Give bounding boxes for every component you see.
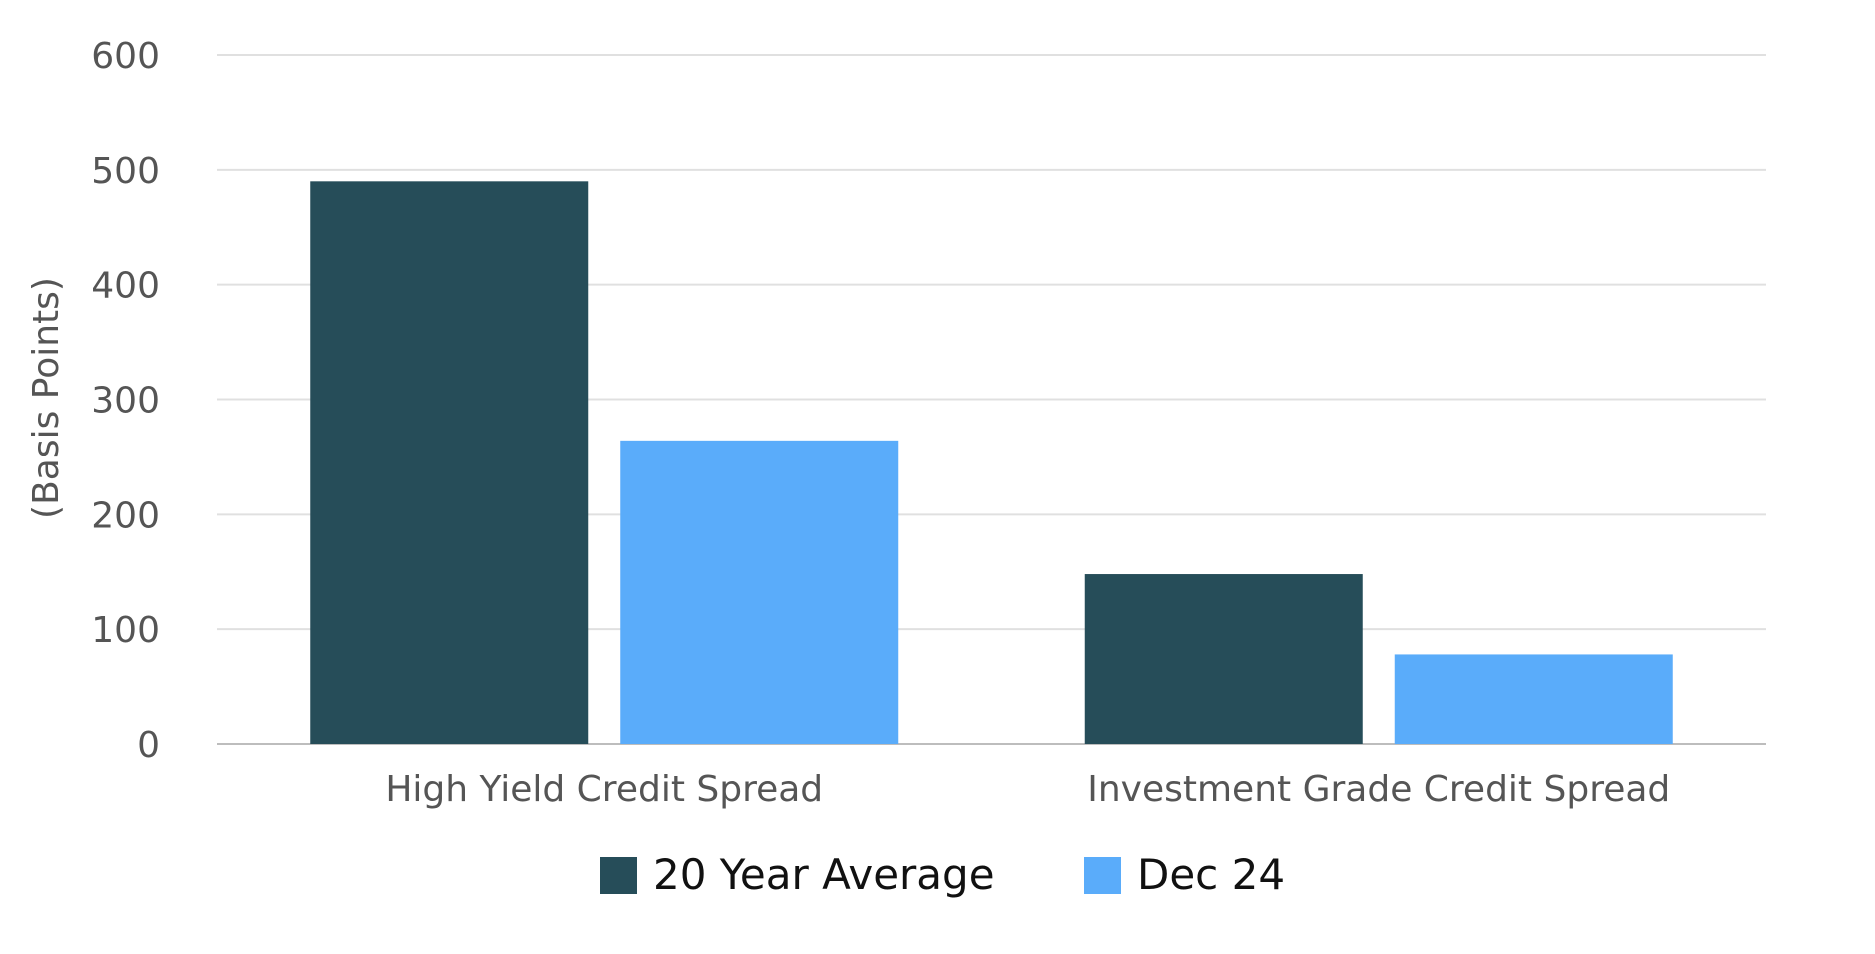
category-label: High Yield Credit Spread xyxy=(385,769,823,810)
y-axis-title: (Basis Points) xyxy=(26,277,67,519)
y-tick-labels: 0 100 200 300 400 500 600 xyxy=(91,36,160,766)
y-tick-label: 500 xyxy=(91,151,160,192)
y-tick-label: 200 xyxy=(91,495,160,536)
y-tick-label: 400 xyxy=(91,266,160,307)
category-labels: High Yield Credit Spread Investment Grade… xyxy=(385,769,1670,810)
category-label: Investment Grade Credit Spread xyxy=(1087,769,1670,810)
bar-20-year-average-2 xyxy=(1084,574,1363,744)
legend-swatch xyxy=(600,857,637,894)
legend-label: Dec 24 xyxy=(1137,850,1285,899)
bar-dec-24-2 xyxy=(1394,654,1673,744)
y-tick-label: 0 xyxy=(137,725,160,766)
y-tick-label: 600 xyxy=(91,36,160,77)
legend-swatch xyxy=(1084,857,1121,894)
bar-dec-24-1 xyxy=(620,440,899,744)
y-tick-label: 300 xyxy=(91,381,160,422)
bar-20-year-average-1 xyxy=(310,181,589,745)
legend-label: 20 Year Average xyxy=(653,850,995,899)
bars xyxy=(310,181,1673,745)
y-tick-label: 100 xyxy=(91,610,160,651)
legend: 20 Year Average Dec 24 xyxy=(600,850,1285,899)
